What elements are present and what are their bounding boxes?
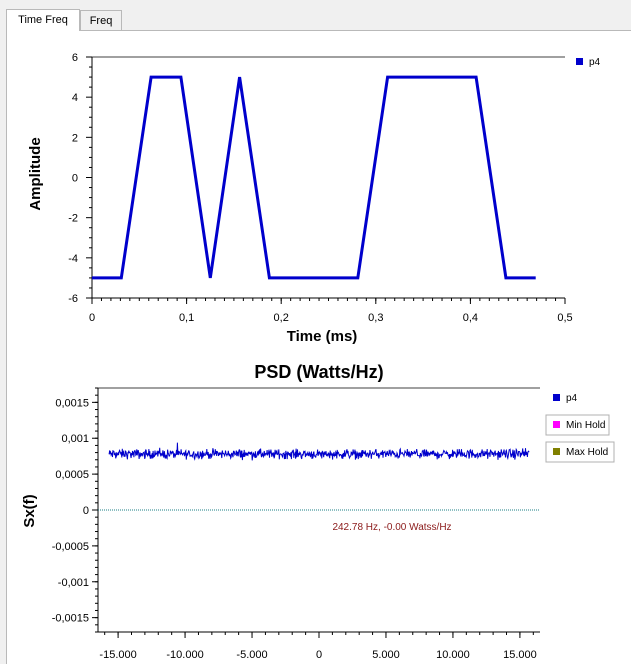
psd-x-tick-label: -10.000 <box>166 649 203 661</box>
psd-x-tick-label: -5.000 <box>236 649 267 661</box>
time-xlabel: Time (ms) <box>287 328 358 345</box>
legend-label-max-hold: Max Hold <box>566 447 608 458</box>
tab-freq[interactable]: Freq <box>80 10 122 31</box>
time-x-tick-label: 0 <box>89 312 95 324</box>
time-plot: 6 4 2 0 -2 -4 -6 0 0,1 0,2 0,3 0,4 0,5 Time (ms) Am… <box>27 52 601 345</box>
time-y-tick-label: -6 <box>68 293 78 305</box>
tab-bar: Time Freq Freq <box>0 0 631 31</box>
time-y-tick-label: 6 <box>72 52 78 64</box>
time-y-tick-label: 0 <box>72 173 78 185</box>
psd-x-tick-label: 10.000 <box>436 649 470 661</box>
time-series-line <box>92 75 536 280</box>
psd-y-tick-label: 0 <box>83 505 89 517</box>
psd-y-tick-label: 0,0005 <box>55 469 89 481</box>
legend-swatch-min-hold <box>553 421 560 428</box>
psd-title: PSD (Watts/Hz) <box>254 362 383 382</box>
legend-label-p4-psd: p4 <box>566 393 578 404</box>
psd-y-tick-label: 0,0015 <box>55 397 89 409</box>
psd-cursor-annotation: 242.78 Hz, -0.00 Watss/Hz <box>332 522 451 533</box>
time-x-tick-label: 0,3 <box>368 312 383 324</box>
legend-swatch-p4-psd <box>553 394 560 401</box>
psd-plot: PSD (Watts/Hz) 0,0015 0,001 0,0005 0 -0,0005… <box>21 362 615 661</box>
legend-swatch-p4-time <box>576 58 583 65</box>
psd-x-tick-label: 15.000 <box>503 649 537 661</box>
legend-label-p4-time: p4 <box>589 57 601 68</box>
time-x-tick-label: 0,5 <box>557 312 572 324</box>
psd-y-tick-label: -0,0005 <box>52 541 89 553</box>
legend-swatch-max-hold <box>553 448 560 455</box>
time-ylabel: Amplitude <box>27 137 44 210</box>
min-hold-toggle[interactable]: Min Hold <box>545 414 610 436</box>
time-x-tick-label: 0,1 <box>179 312 194 324</box>
time-y-tick-label: -4 <box>68 253 78 265</box>
legend-label-min-hold: Min Hold <box>566 420 605 431</box>
time-x-tick-label: 0,4 <box>463 312 478 324</box>
psd-ylabel: Sx(f) <box>21 494 38 527</box>
time-y-tick-label: -2 <box>68 213 78 225</box>
time-x-tick-label: 0,2 <box>274 312 289 324</box>
time-y-tick-label: 2 <box>72 132 78 144</box>
max-hold-toggle[interactable]: Max Hold <box>545 441 615 463</box>
psd-y-tick-label: 0,001 <box>61 433 89 445</box>
tab-panel <box>6 30 631 664</box>
psd-x-tick-label: 0 <box>316 649 322 661</box>
psd-y-tick-label: -0,0015 <box>52 613 89 625</box>
tab-time-freq[interactable]: Time Freq <box>6 9 80 31</box>
psd-y-tick-label: -0,001 <box>58 577 89 589</box>
psd-series-line <box>108 442 530 461</box>
time-y-tick-label: 4 <box>72 92 78 104</box>
psd-x-tick-label: -15.000 <box>99 649 136 661</box>
psd-x-tick-label: 5.000 <box>372 649 400 661</box>
